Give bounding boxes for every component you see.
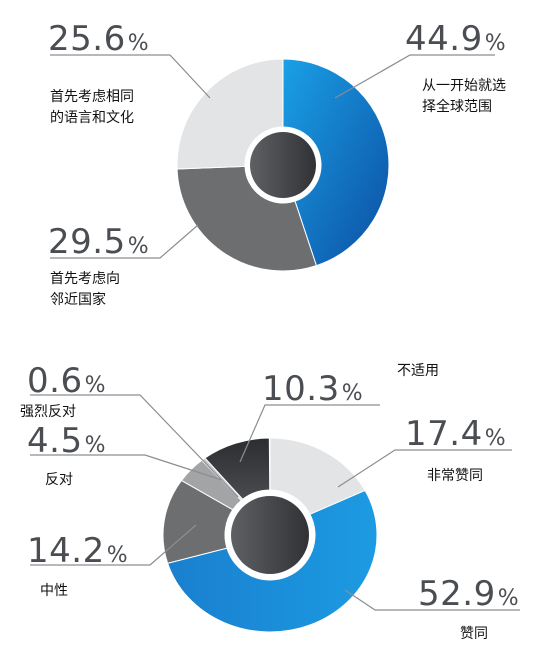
category-label-slice-1-line-1: 非常赞同 <box>427 468 483 484</box>
pct-label-slice-2: 52.9% <box>418 574 519 614</box>
pct-label-slice-3: 25.6% <box>48 19 149 59</box>
leader-slice-4 <box>30 454 223 481</box>
pie-chart-agreement: 10.3% 不适用 17.4% 非常赞同 52.9% 赞同 14.2% 中性 4.5% 反对 0.6… <box>20 361 520 642</box>
leader-slice-1 <box>337 449 512 488</box>
category-label-slice-4-line-1: 反对 <box>45 472 73 488</box>
category-label-slice-3-line-1: 中性 <box>40 583 68 599</box>
hub-center <box>231 496 309 574</box>
leader-slice-2 <box>50 224 199 259</box>
category-label-slice-2-line-2: 邻近国家 <box>50 291 106 308</box>
pct-label-slice-3: 14.2% <box>27 531 128 571</box>
leader-slice-6 <box>239 404 380 463</box>
pct-label-slice-4: 4.5% <box>27 421 106 461</box>
pct-label-slice-1: 44.9% <box>405 19 506 59</box>
leader-slice-1 <box>334 54 495 99</box>
leader-slice-3 <box>50 54 211 99</box>
category-label-slice-6-line-1: 不适用 <box>397 363 439 379</box>
category-label-slice-5-line-1: 强烈反对 <box>20 404 76 420</box>
leader-slice-5 <box>30 394 239 498</box>
category-label-slice-3-line-2: 的语言和文化 <box>50 110 134 126</box>
hub-center <box>250 132 316 198</box>
leader-slice-2 <box>344 589 520 611</box>
category-label-slice-1-line-2: 择全球范围 <box>422 98 492 115</box>
category-label-slice-2-line-1: 首先考虑向 <box>50 271 120 287</box>
category-label-slice-3-line-1: 首先考虑相同 <box>50 89 134 105</box>
pct-label-slice-1: 17.4% <box>405 414 506 454</box>
category-label-slice-2-line-1: 赞同 <box>460 626 488 642</box>
category-label-slice-1-line-1: 从一开始就选 <box>422 78 506 94</box>
pct-label-slice-5: 0.6% <box>27 361 106 401</box>
pct-label-slice-2: 29.5% <box>48 222 149 262</box>
pct-label-slice-6: 10.3% <box>262 369 363 409</box>
leader-slice-3 <box>30 524 197 566</box>
